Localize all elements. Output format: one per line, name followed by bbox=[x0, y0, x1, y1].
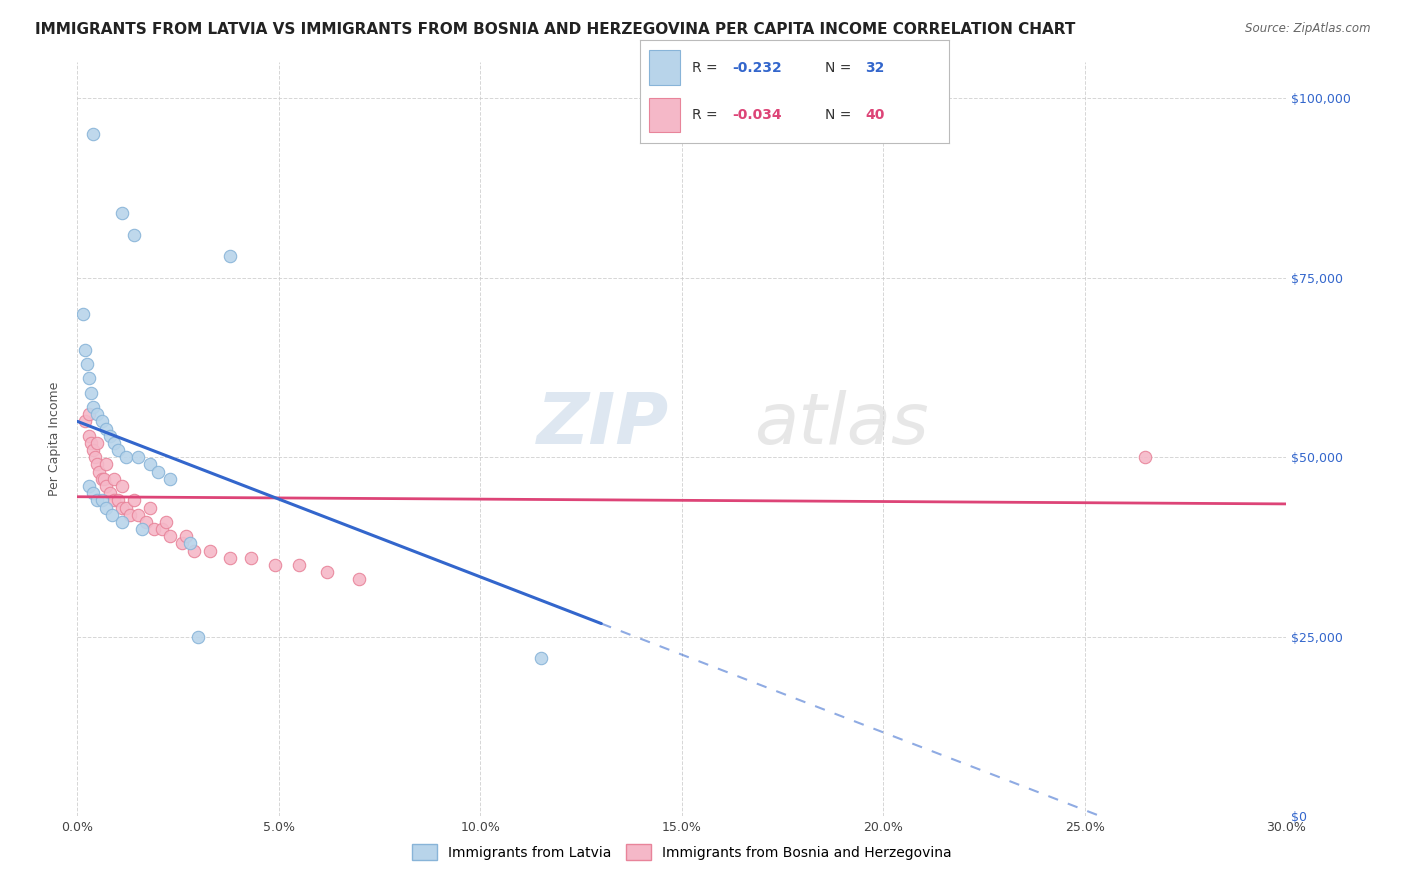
Point bbox=[159, 529, 181, 543]
Point bbox=[103, 472, 125, 486]
Point bbox=[111, 500, 134, 515]
Point bbox=[200, 543, 222, 558]
Point bbox=[288, 558, 311, 572]
Point bbox=[98, 428, 121, 442]
Point bbox=[82, 486, 104, 500]
Point bbox=[530, 651, 553, 665]
Point bbox=[86, 458, 108, 472]
Point bbox=[111, 515, 134, 529]
Point bbox=[86, 436, 108, 450]
Point bbox=[316, 565, 339, 579]
Point bbox=[80, 436, 103, 450]
Point bbox=[90, 493, 112, 508]
Legend: Immigrants from Latvia, Immigrants from Bosnia and Herzegovina: Immigrants from Latvia, Immigrants from … bbox=[406, 838, 957, 866]
Point bbox=[174, 529, 197, 543]
Point bbox=[79, 479, 101, 493]
Bar bbox=[650, 97, 681, 132]
Point bbox=[172, 536, 194, 550]
Text: 40: 40 bbox=[866, 108, 884, 122]
Point bbox=[263, 558, 285, 572]
Point bbox=[187, 630, 209, 644]
Point bbox=[127, 450, 149, 465]
Point bbox=[94, 458, 117, 472]
Point bbox=[155, 515, 177, 529]
Point bbox=[94, 500, 117, 515]
Point bbox=[122, 493, 145, 508]
Point bbox=[131, 522, 153, 536]
Point bbox=[139, 500, 162, 515]
Point bbox=[93, 472, 115, 486]
Point bbox=[79, 428, 101, 442]
Text: R =: R = bbox=[692, 61, 718, 75]
Point bbox=[107, 493, 129, 508]
Text: Source: ZipAtlas.com: Source: ZipAtlas.com bbox=[1246, 22, 1371, 36]
Text: IMMIGRANTS FROM LATVIA VS IMMIGRANTS FROM BOSNIA AND HERZEGOVINA PER CAPITA INCO: IMMIGRANTS FROM LATVIA VS IMMIGRANTS FRO… bbox=[35, 22, 1076, 37]
Point bbox=[94, 479, 117, 493]
Point bbox=[107, 443, 129, 458]
Point bbox=[159, 472, 181, 486]
Y-axis label: Per Capita Income: Per Capita Income bbox=[48, 382, 62, 497]
Point bbox=[114, 500, 136, 515]
Point bbox=[179, 536, 201, 550]
Point bbox=[111, 479, 134, 493]
Point bbox=[76, 357, 98, 371]
Point bbox=[139, 458, 162, 472]
Point bbox=[127, 508, 149, 522]
Point bbox=[84, 450, 107, 465]
Point bbox=[75, 343, 97, 357]
Point bbox=[86, 407, 108, 421]
Point bbox=[349, 572, 371, 586]
Point bbox=[82, 443, 104, 458]
Point bbox=[103, 493, 125, 508]
Point bbox=[183, 543, 205, 558]
Point bbox=[90, 414, 112, 428]
Point bbox=[72, 307, 94, 321]
Point bbox=[80, 385, 103, 400]
Point bbox=[82, 400, 104, 414]
Point bbox=[219, 550, 242, 565]
Point bbox=[219, 249, 242, 263]
Point bbox=[103, 436, 125, 450]
Point bbox=[79, 407, 101, 421]
Text: -0.034: -0.034 bbox=[733, 108, 782, 122]
Text: N =: N = bbox=[825, 61, 852, 75]
Text: atlas: atlas bbox=[755, 390, 929, 458]
Text: 32: 32 bbox=[866, 61, 884, 75]
Point bbox=[100, 508, 122, 522]
Point bbox=[90, 472, 112, 486]
Point bbox=[114, 450, 136, 465]
Point bbox=[86, 493, 108, 508]
Point bbox=[146, 465, 169, 479]
Point bbox=[150, 522, 173, 536]
Point bbox=[239, 550, 262, 565]
Point bbox=[75, 414, 97, 428]
Bar bbox=[650, 50, 681, 86]
Point bbox=[89, 465, 111, 479]
Point bbox=[82, 127, 104, 141]
Point bbox=[142, 522, 165, 536]
Point bbox=[94, 421, 117, 435]
Text: ZIP: ZIP bbox=[537, 390, 669, 458]
Point bbox=[135, 515, 157, 529]
Point bbox=[122, 227, 145, 242]
Point bbox=[98, 486, 121, 500]
Text: N =: N = bbox=[825, 108, 852, 122]
Point bbox=[1135, 450, 1157, 465]
Text: R =: R = bbox=[692, 108, 718, 122]
Point bbox=[79, 371, 101, 385]
Text: -0.232: -0.232 bbox=[733, 61, 782, 75]
Point bbox=[118, 508, 141, 522]
Point bbox=[111, 206, 134, 220]
